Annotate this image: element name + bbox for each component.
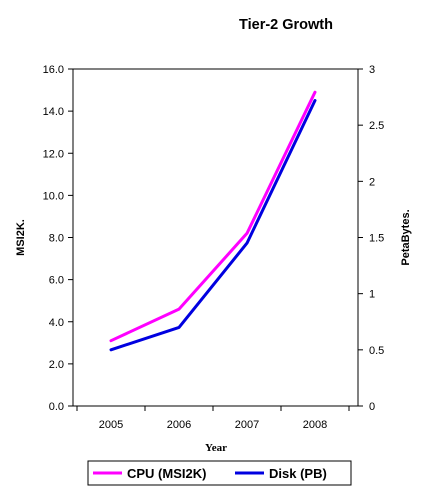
y2-tick-label: 0.5 [369, 345, 384, 357]
y-tick-label: 2.0 [49, 359, 64, 371]
x-tick-label: 2005 [99, 419, 123, 431]
legend: CPU (MSI2K) Disk (PB) [87, 460, 352, 486]
series-lines [109, 90, 317, 352]
y-axis-label: MSI2K. [15, 219, 27, 256]
legend-box [87, 460, 352, 486]
y2-tick-label: 0 [369, 401, 375, 413]
y2-tick-label: 2 [369, 176, 375, 188]
x-axis-label: Year [205, 442, 227, 454]
x-axis: 2005 2006 2007 2008 [76, 406, 350, 431]
y2-tick-label: 1 [369, 289, 375, 301]
y2-tick-label: 1.5 [369, 233, 384, 245]
x-tick-label: 2007 [235, 419, 259, 431]
legend-label-disk: Disk (PB) [269, 466, 327, 481]
chart-title: Tier-2 Growth [239, 17, 333, 33]
y-axis-left: 0.0 2.0 4.0 6.0 8.0 10.0 12.0 14.0 16.0 [43, 64, 73, 413]
series-line-cpu [109, 90, 317, 343]
y-tick-label: 4.0 [49, 317, 64, 329]
legend-label-cpu: CPU (MSI2K) [127, 466, 206, 481]
series-line-disk [109, 99, 317, 352]
y-tick-label: 16.0 [43, 64, 64, 76]
y2-axis-label: PetaBytes. [400, 209, 412, 265]
plot-frame [72, 68, 359, 407]
x-tick-label: 2006 [167, 419, 191, 431]
y-tick-label: 14.0 [43, 106, 64, 118]
x-tick-label: 2008 [303, 419, 327, 431]
y-tick-label: 12.0 [43, 148, 64, 160]
y-tick-label: 10.0 [43, 190, 64, 202]
y2-tick-label: 2.5 [369, 120, 384, 132]
y-tick-label: 6.0 [49, 275, 64, 287]
y2-tick-label: 3 [369, 64, 375, 76]
y-tick-label: 0.0 [49, 401, 64, 413]
y-axis-right: 0 0.5 1 1.5 2 2.5 3 [358, 64, 384, 413]
y-tick-label: 8.0 [49, 233, 64, 245]
